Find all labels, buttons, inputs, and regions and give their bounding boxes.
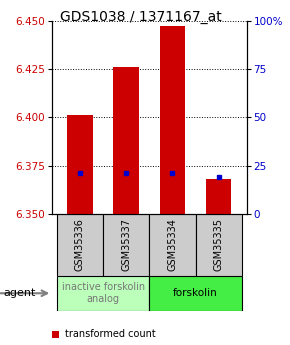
Bar — [196, 214, 242, 276]
Bar — [206, 179, 231, 214]
Bar — [149, 214, 196, 276]
Text: GSM35334: GSM35334 — [168, 218, 177, 272]
Text: inactive forskolin
analog: inactive forskolin analog — [61, 283, 145, 304]
Text: agent: agent — [3, 288, 35, 298]
Text: transformed count: transformed count — [65, 329, 156, 339]
Bar — [103, 214, 149, 276]
Bar — [67, 115, 93, 214]
Text: GSM35335: GSM35335 — [214, 218, 224, 272]
Text: forskolin: forskolin — [173, 288, 218, 298]
Bar — [57, 214, 103, 276]
Bar — [149, 276, 242, 310]
Bar — [113, 67, 139, 214]
Bar — [57, 276, 149, 310]
Text: GSM35337: GSM35337 — [121, 218, 131, 272]
Bar — [160, 27, 185, 214]
Text: GSM35336: GSM35336 — [75, 218, 85, 272]
Text: GDS1038 / 1371167_at: GDS1038 / 1371167_at — [60, 10, 222, 24]
